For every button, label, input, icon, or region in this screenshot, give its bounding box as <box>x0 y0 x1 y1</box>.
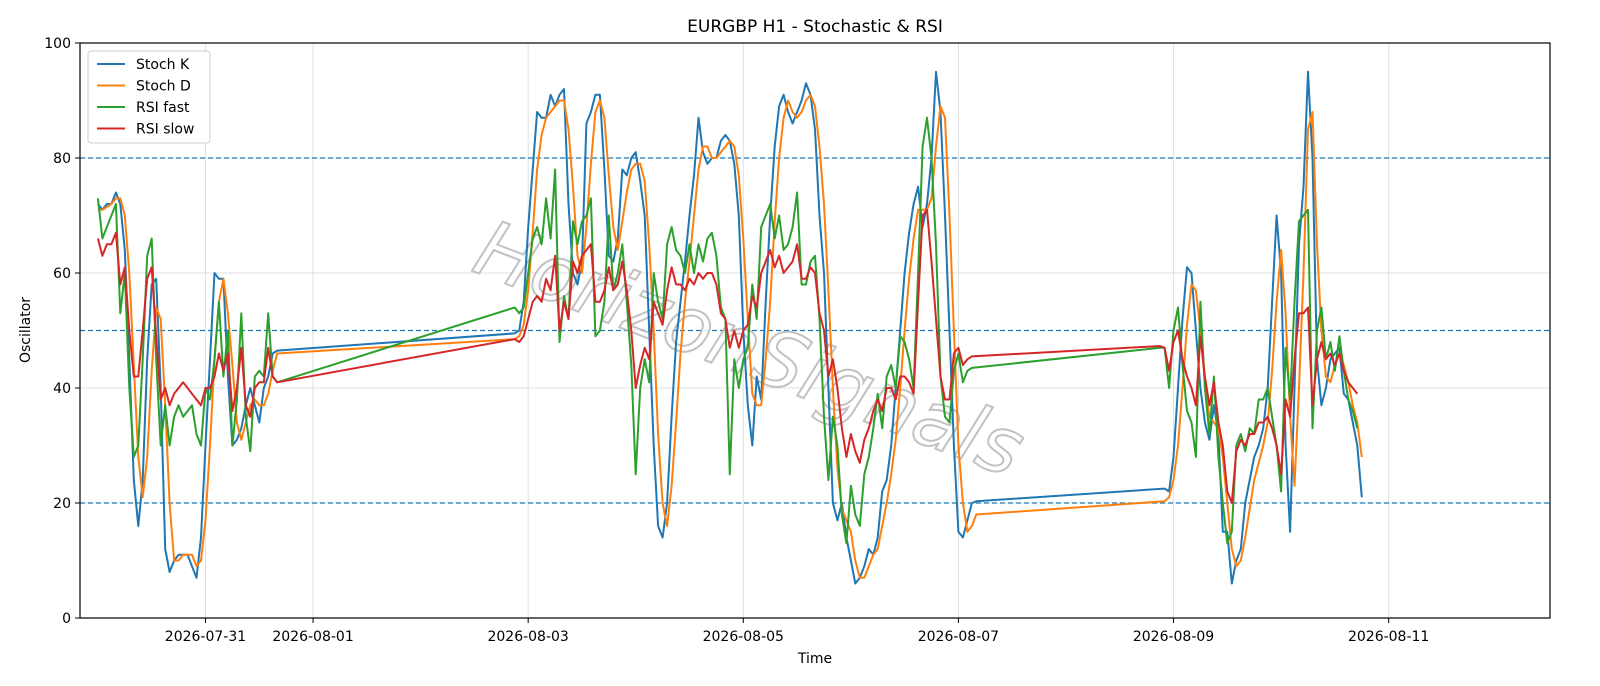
y-tick-label: 80 <box>53 151 71 167</box>
x-axis-ticks: 2026-07-31 2026-08-01 2026-08-03 2026-08-05… <box>165 618 1429 645</box>
legend-label-rsi-slow: RSI slow <box>136 122 194 138</box>
x-tick-label: 2026-08-01 <box>272 629 353 645</box>
legend: Stoch K Stoch D RSI fast RSI slow <box>87 50 211 144</box>
chart-title: EURGBP H1 - Stochastic & RSI <box>687 17 943 37</box>
x-tick-label: 2026-08-09 <box>1133 629 1214 645</box>
series-lines <box>96 70 1363 585</box>
x-tick-label: 2026-07-31 <box>165 629 246 645</box>
y-axis-label: Oscillator <box>18 297 34 363</box>
legend-label-stoch-k: Stoch K <box>136 57 190 73</box>
legend-label-stoch-d: Stoch D <box>136 79 191 95</box>
x-tick-label: 2026-08-05 <box>703 629 784 645</box>
series-line-stoch-d <box>97 93 1363 579</box>
y-tick-label: 0 <box>62 611 71 627</box>
x-tick-label: 2026-08-07 <box>918 629 999 645</box>
plot-frame <box>79 42 1551 619</box>
series-line-rsi-slow <box>96 208 1359 504</box>
x-tick-label: 2026-08-03 <box>487 629 568 645</box>
legend-label-rsi-fast: RSI fast <box>136 100 190 116</box>
x-axis-label: Time <box>797 651 832 667</box>
y-tick-label: 40 <box>53 381 71 397</box>
y-axis-ticks: 0 20 40 60 80 100 <box>44 36 80 627</box>
y-tick-label: 100 <box>44 36 71 52</box>
x-tick-label: 2026-08-11 <box>1348 629 1429 645</box>
legend-box <box>87 50 211 144</box>
y-tick-label: 60 <box>53 266 71 282</box>
y-tick-label: 20 <box>53 496 71 512</box>
